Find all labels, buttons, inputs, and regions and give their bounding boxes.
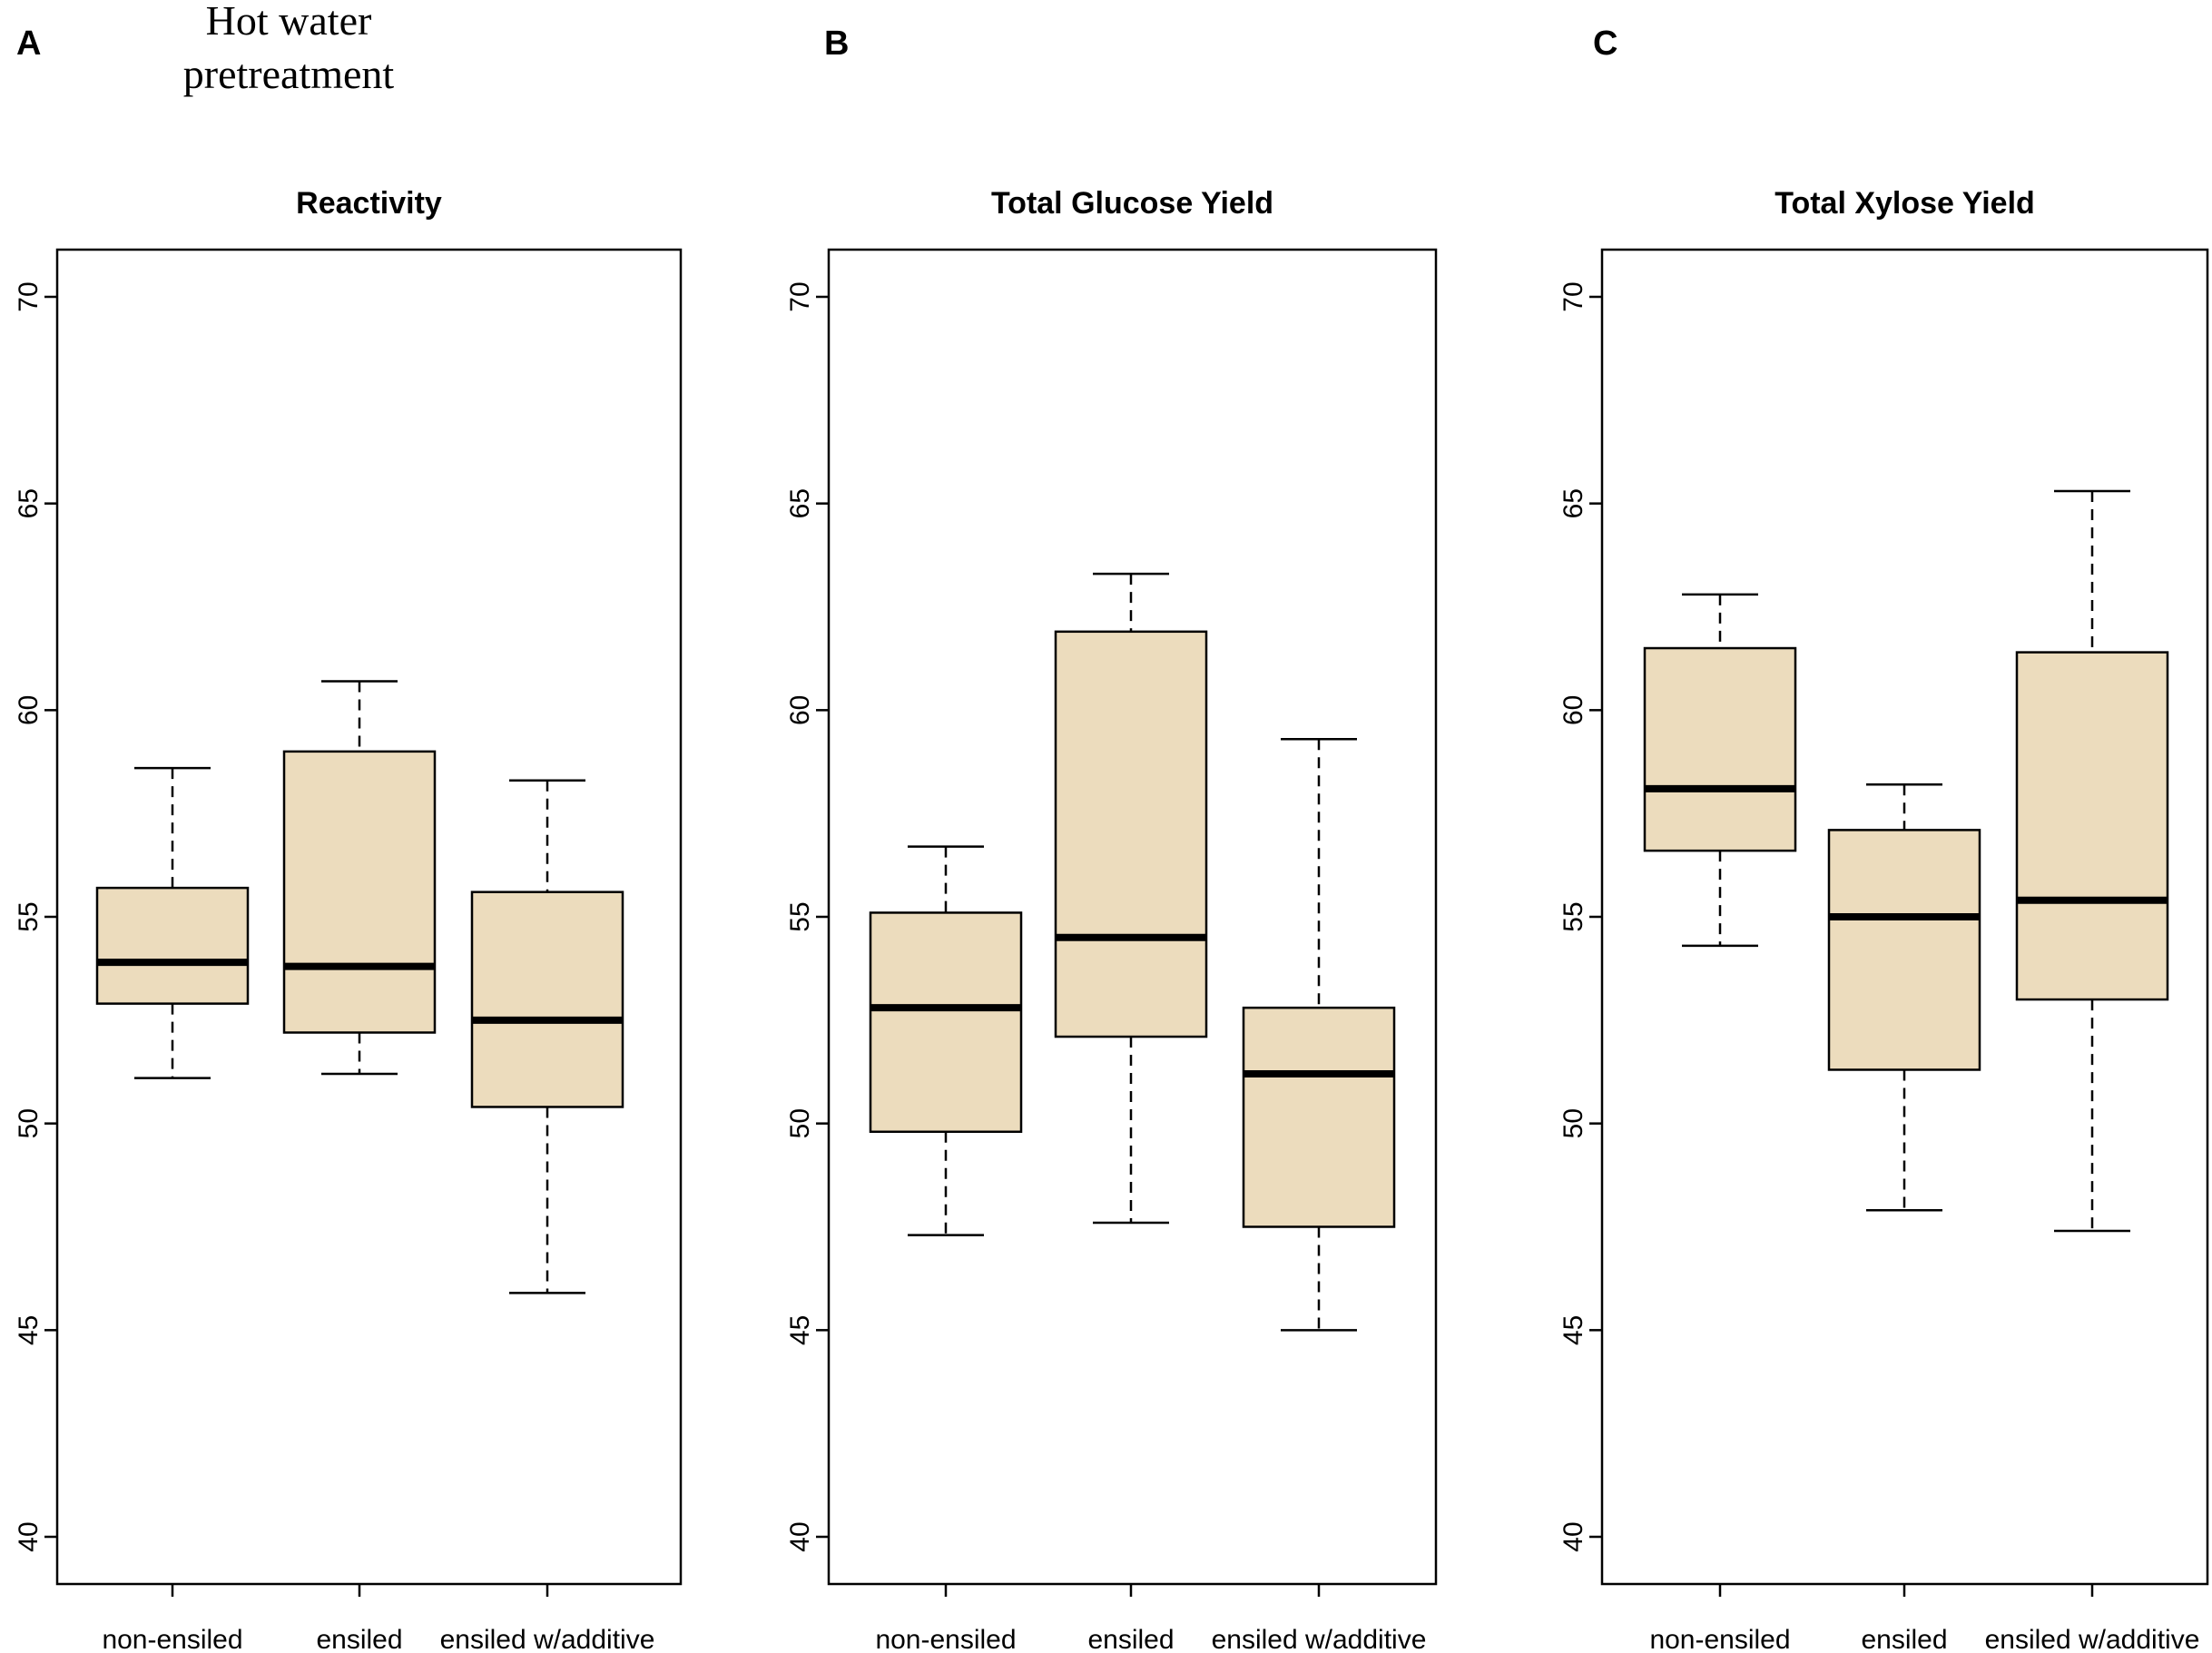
iqr-box	[470, 890, 624, 1108]
category-label: ensiled	[1861, 1625, 1947, 1653]
y-tick-label: 50	[785, 1108, 815, 1138]
y-tick-label: 45	[785, 1315, 815, 1345]
y-tick-label: 70	[785, 281, 815, 311]
category-label: ensiled w/additive	[440, 1625, 655, 1653]
y-tick-label: 65	[1558, 488, 1588, 518]
panels-group: A Reactivity 40 45 50 55 60 65 70 non-ensiled ensi…	[14, 25, 2209, 1653]
y-tick-label: 65	[14, 488, 44, 518]
box-ensiled-w-additive: ensiled w/additive	[440, 779, 655, 1653]
box-ensiled: ensiled	[1054, 572, 1208, 1653]
y-tick-label: 40	[1558, 1521, 1588, 1551]
y-tick-label: 60	[785, 695, 815, 725]
category-label: non-ensiled	[1649, 1625, 1790, 1653]
y-tick-label: 50	[1558, 1108, 1588, 1138]
iqr-box	[869, 911, 1023, 1134]
box-ensiled-w-additive: ensiled w/additive	[1985, 489, 2200, 1653]
box-non-ensiled: non-ensiled	[95, 766, 250, 1653]
y-tick-label: 65	[785, 488, 815, 518]
chart-panel-c: C Total Xylose Yield 40 45 50 55 60 65 70 non-ens…	[1558, 25, 2209, 1653]
iqr-box	[282, 750, 437, 1034]
box-ensiled: ensiled	[1827, 783, 1981, 1653]
y-tick-label: 50	[14, 1108, 44, 1138]
iqr-box	[1827, 829, 1981, 1071]
figure-note-line-2: pretreatment	[183, 51, 395, 97]
chart-panel-a: A Reactivity 40 45 50 55 60 65 70 non-ensiled ensi…	[14, 25, 683, 1653]
box-non-ensiled: non-ensiled	[1643, 593, 1797, 1653]
category-label: ensiled	[1087, 1625, 1174, 1653]
category-label: non-ensiled	[875, 1625, 1016, 1653]
chart-title: Total Glucose Yield	[991, 186, 1273, 221]
box-ensiled-w-additive: ensiled w/additive	[1212, 737, 1427, 1653]
panel-letter: B	[824, 25, 849, 63]
box-ensiled: ensiled	[282, 680, 437, 1653]
category-label: ensiled	[316, 1625, 402, 1653]
y-tick-label: 45	[1558, 1315, 1588, 1345]
iqr-box	[2015, 651, 2169, 1001]
y-tick-label: 40	[14, 1521, 44, 1551]
y-tick-label: 60	[1558, 695, 1588, 725]
iqr-box	[95, 886, 250, 1005]
y-tick-label: 55	[14, 901, 44, 931]
iqr-box	[1242, 1006, 1396, 1228]
box-non-ensiled: non-ensiled	[869, 845, 1023, 1653]
chart-title: Total Xylose Yield	[1775, 186, 2035, 221]
y-tick-label: 70	[14, 281, 44, 311]
iqr-box	[1643, 646, 1797, 852]
panel-letter: A	[16, 25, 41, 63]
iqr-box	[1054, 630, 1208, 1038]
y-tick-label: 70	[1558, 281, 1588, 311]
y-tick-label: 60	[14, 695, 44, 725]
y-tick-label: 45	[14, 1315, 44, 1345]
category-label: non-ensiled	[102, 1625, 242, 1653]
y-tick-label: 40	[785, 1521, 815, 1551]
category-label: ensiled w/additive	[1212, 1625, 1427, 1653]
chart-panel-b: B Total Glucose Yield 40 45 50 55 60 65 70 non-en…	[785, 25, 1438, 1653]
y-tick-label: 55	[785, 901, 815, 931]
panel-letter: C	[1593, 25, 1617, 63]
figure-note-line-1: Hot water	[206, 0, 372, 44]
chart-title: Reactivity	[296, 186, 442, 221]
y-tick-label: 55	[1558, 901, 1588, 931]
category-label: ensiled w/additive	[1985, 1625, 2200, 1653]
